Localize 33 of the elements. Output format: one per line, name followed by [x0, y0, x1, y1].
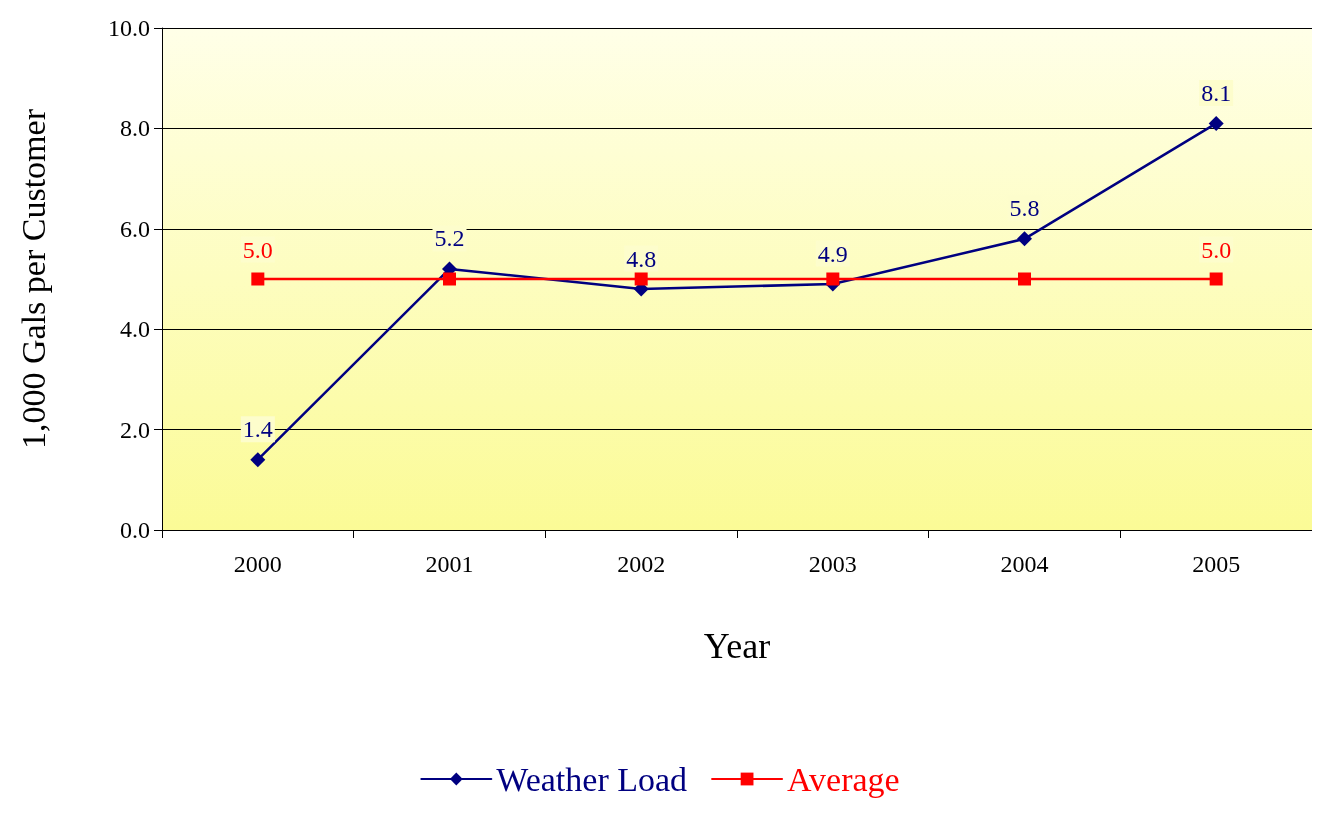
x-tick-label: 2003: [808, 551, 857, 577]
point: [251, 272, 265, 286]
data-label: 8.1: [1201, 79, 1232, 106]
data-label: 5.2: [434, 225, 465, 252]
point: [826, 272, 840, 286]
y-tick-label: 2.0: [120, 416, 150, 443]
data-label: 4.9: [817, 240, 848, 267]
point: [1017, 231, 1032, 247]
data-label: 5.0: [1201, 236, 1232, 263]
y-tick-label: 6.0: [120, 215, 150, 242]
y-axis-title: 1,000 Gals per Customer: [14, 108, 52, 449]
x-axis-title: Year: [703, 626, 771, 666]
y-tick-label: 8.0: [120, 115, 150, 142]
point: [1018, 272, 1031, 286]
data-label: 5.8: [1009, 195, 1040, 222]
point: [1208, 115, 1224, 131]
data-label: 1.4: [242, 416, 273, 443]
data-label: 5.0: [242, 236, 273, 263]
data-label: 4.8: [626, 245, 657, 272]
y-tick-label: 4.0: [120, 316, 150, 343]
point: [443, 272, 456, 286]
x-tick-label: 2005: [1192, 551, 1241, 577]
y-tick-label: 10.0: [108, 15, 150, 41]
point: [634, 272, 648, 286]
point: [1209, 272, 1223, 286]
point: [250, 452, 266, 468]
y-tick-label: 0.0: [120, 517, 150, 543]
x-tick-label: 2002: [617, 551, 666, 577]
legend-label: Average: [787, 760, 900, 798]
legend-label: Weather Load: [496, 760, 688, 798]
x-tick-label: 2001: [425, 551, 474, 577]
x-tick-label: 2004: [1000, 551, 1049, 577]
x-tick-label: 2000: [233, 551, 282, 577]
